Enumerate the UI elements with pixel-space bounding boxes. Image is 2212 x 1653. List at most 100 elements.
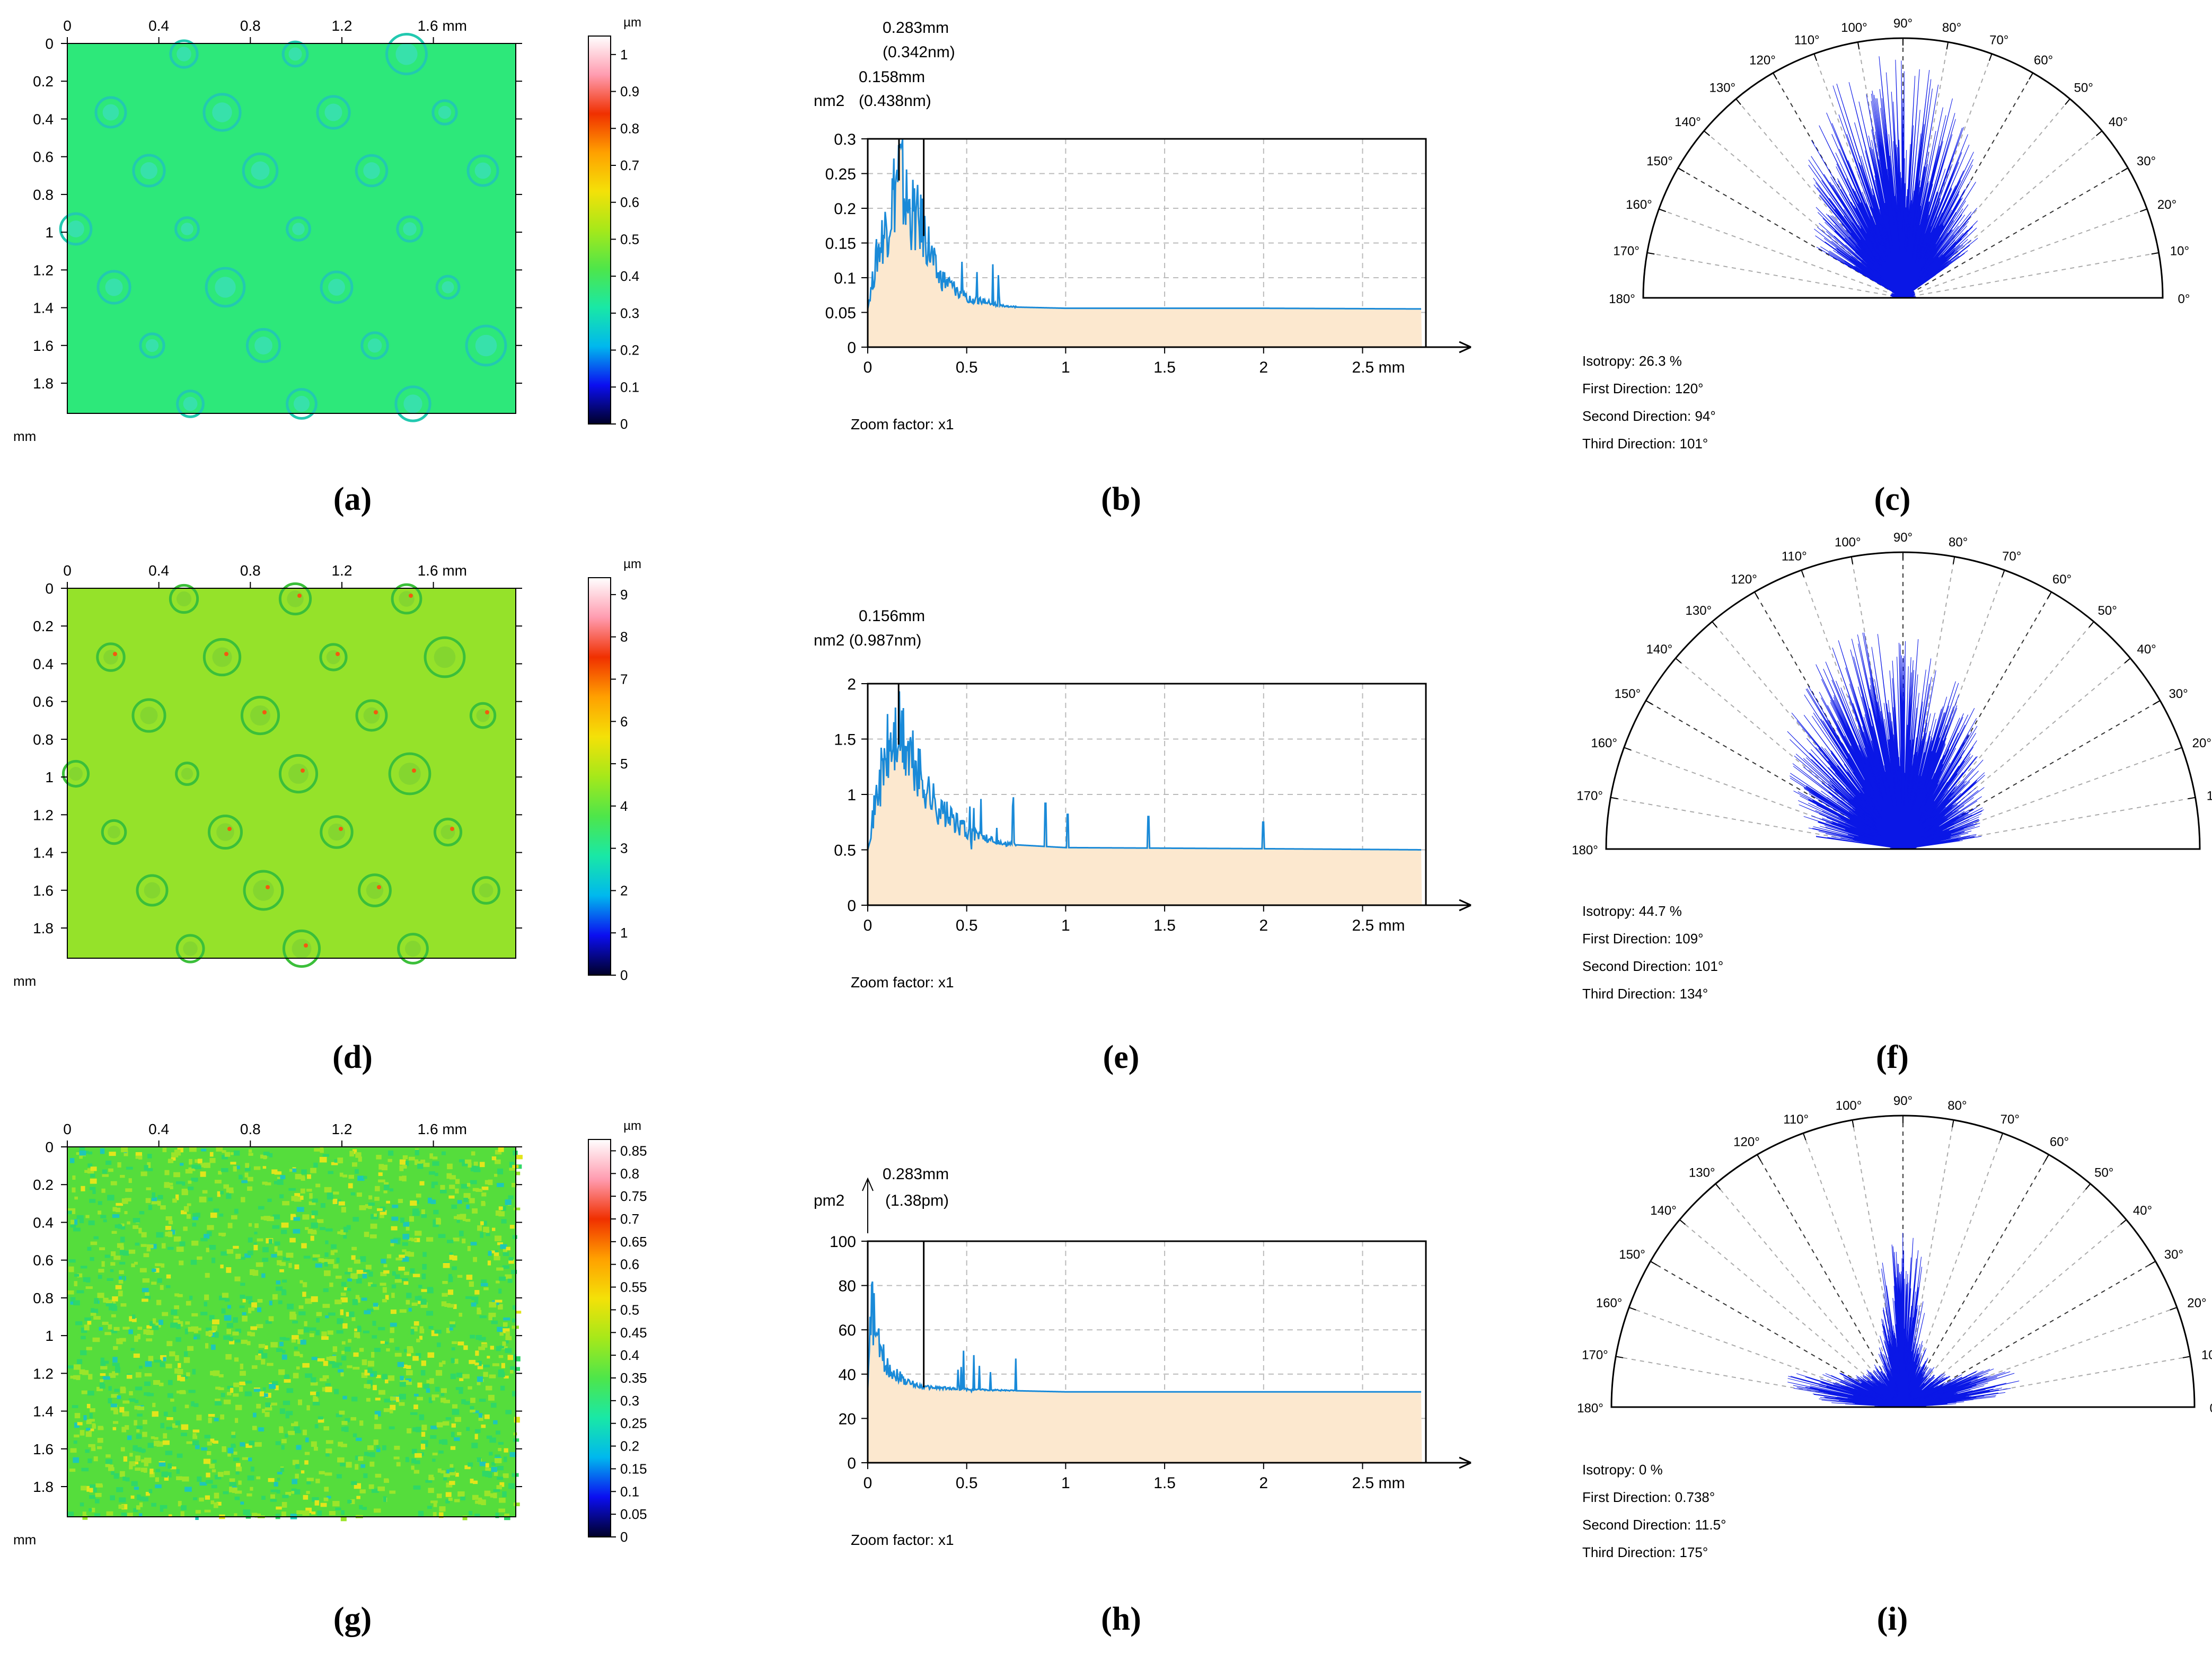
y-tick-label: 0.4 <box>33 1214 54 1231</box>
texture-speck <box>227 1305 231 1309</box>
texture-speck <box>485 1468 491 1471</box>
texture-speck <box>68 1266 74 1272</box>
texture-speck <box>329 1356 333 1361</box>
angle-tick <box>2170 1306 2178 1311</box>
texture-speck <box>252 1270 259 1276</box>
surface-dimple-core <box>102 104 119 121</box>
angle-tick <box>2065 98 2070 105</box>
texture-speck <box>395 1274 400 1280</box>
texture-speck <box>90 1257 94 1261</box>
texture-speck <box>117 1395 121 1399</box>
texture-speck <box>195 1213 200 1218</box>
angle-spoke <box>1645 700 1903 850</box>
texture-speck <box>387 1375 395 1381</box>
texture-speck <box>453 1304 457 1309</box>
texture-speck <box>495 1300 503 1303</box>
texture-speck <box>440 1470 446 1474</box>
texture-speck <box>470 1479 474 1483</box>
texture-speck <box>73 1300 80 1306</box>
surface-dimple-core <box>181 767 193 780</box>
texture-speck <box>408 1237 413 1241</box>
texture-speck <box>270 1342 278 1348</box>
angle-tick <box>1813 54 1818 61</box>
texture-speck <box>515 1311 522 1314</box>
texture-speck <box>449 1481 455 1485</box>
texture-speck <box>146 1244 154 1249</box>
texture-speck <box>315 1479 320 1483</box>
texture-speck <box>195 1159 199 1163</box>
texture-speck <box>400 1376 404 1381</box>
texture-speck <box>191 1313 198 1317</box>
texture-speck <box>417 1161 422 1166</box>
texture-speck <box>168 1159 173 1163</box>
surface-dimple-core <box>177 47 191 61</box>
texture-speck <box>505 1199 512 1205</box>
surface-dimple-core <box>399 591 415 607</box>
texture-speck <box>188 1180 192 1184</box>
texture-speck <box>165 1451 173 1455</box>
texture-speck <box>177 1294 183 1297</box>
texture-speck <box>474 1362 479 1366</box>
texture-speck <box>317 1219 324 1223</box>
surface-dimple <box>286 388 318 420</box>
texture-speck <box>499 1498 506 1503</box>
texture-speck <box>209 1152 214 1157</box>
texture-speck <box>89 1199 96 1203</box>
texture-speck <box>196 1415 202 1421</box>
texture-speck <box>362 1507 367 1510</box>
texture-speck <box>67 1290 74 1295</box>
texture-speck <box>357 1335 360 1339</box>
texture-speck <box>294 1489 301 1495</box>
texture-speck <box>253 1389 261 1392</box>
texture-speck <box>513 1502 520 1506</box>
texture-speck <box>418 1299 424 1304</box>
texture-speck <box>301 1243 307 1249</box>
texture-speck <box>400 1217 404 1223</box>
texture-speck <box>229 1337 233 1341</box>
texture-speck <box>491 1320 498 1324</box>
texture-speck <box>443 1477 447 1481</box>
texture-speck <box>168 1231 173 1237</box>
texture-speck <box>87 1391 94 1396</box>
texture-speck <box>80 1350 87 1356</box>
texture-speck <box>481 1192 487 1197</box>
texture-speck <box>343 1226 348 1233</box>
texture-speck <box>395 1347 400 1350</box>
texture-speck <box>155 1322 161 1328</box>
texture-speck <box>220 1414 225 1420</box>
texture-speck <box>405 1161 409 1166</box>
texture-speck <box>166 1341 173 1346</box>
texture-speck <box>368 1203 375 1206</box>
texture-speck <box>74 1413 81 1419</box>
texture-speck <box>352 1433 357 1437</box>
colorbar-tick-label: 0 <box>620 1529 628 1545</box>
peak-spot <box>409 594 413 598</box>
texture-speck <box>265 1412 270 1417</box>
colorbar <box>588 1139 611 1537</box>
texture-speck <box>366 1398 371 1402</box>
texture-speck <box>127 1513 133 1517</box>
y-tick-label: 0.6 <box>33 149 54 165</box>
y-tick-label: 1.2 <box>33 262 54 278</box>
texture-speck <box>396 1396 400 1402</box>
texture-speck <box>120 1236 125 1242</box>
texture-speck <box>493 1420 498 1425</box>
texture-speck <box>98 1427 104 1430</box>
texture-speck <box>457 1275 463 1278</box>
texture-speck <box>331 1162 338 1165</box>
texture-speck <box>392 1205 399 1208</box>
texture-speck <box>411 1458 416 1464</box>
texture-speck <box>69 1468 76 1472</box>
texture-speck <box>181 1190 188 1196</box>
texture-speck <box>134 1261 138 1265</box>
texture-speck <box>451 1204 457 1209</box>
texture-speck <box>514 1417 520 1423</box>
y-tick-label: 0.8 <box>33 187 54 203</box>
texture-speck <box>303 1256 311 1259</box>
texture-speck <box>242 1457 250 1460</box>
texture-speck <box>479 1162 485 1168</box>
texture-speck <box>359 1348 364 1352</box>
texture-speck <box>475 1350 479 1356</box>
texture-speck <box>449 1322 456 1328</box>
texture-speck <box>411 1238 417 1242</box>
